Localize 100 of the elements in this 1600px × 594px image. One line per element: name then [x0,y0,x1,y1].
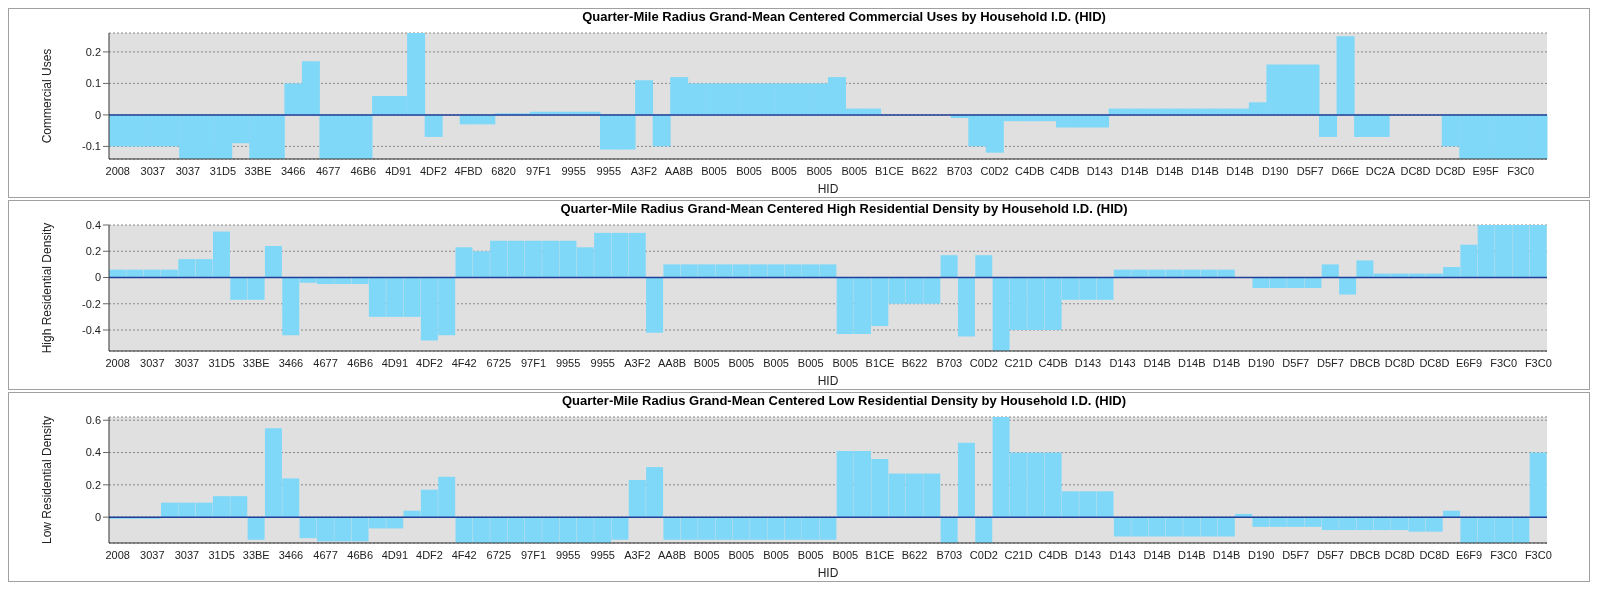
x-tick-label: DC8D [1419,356,1450,369]
x-tick-label: B622 [901,548,928,561]
chart-title: Quarter-Mile Radius Grand-Mean Centered Low Residential Density by Household I.D. (HID) [560,393,1128,409]
x-tick-label: B005 [693,356,720,369]
x-tick-label: B005 [841,164,868,177]
y-tick-label: -0.1 [82,140,101,153]
x-tick-label: 4F42 [451,356,477,369]
x-tick-label: B005 [771,164,798,177]
x-tick-label: 4DF2 [416,548,443,561]
x-tick-label: B005 [693,548,720,561]
x-tick-label: DC8D [1435,164,1466,177]
x-tick-label: B005 [736,164,762,177]
x-tick-label: 2008 [105,356,130,369]
x-tick-label: 4F42 [451,548,477,561]
x-tick-label: 9955 [555,356,581,369]
x-tick-label: AA8B [658,356,687,369]
x-tick-label: F3C0 [1524,356,1552,369]
x-tick-label: 4DF2 [419,164,447,177]
x-tick-label: D190 [1247,548,1275,561]
x-tick-label: D14B [1178,548,1206,561]
x-tick-label: E6F9 [1455,356,1483,369]
x-tick-label: B1CE [865,548,895,561]
x-tick-label: C4DB [1050,164,1080,177]
x-tick-label: 4DF2 [416,356,443,369]
chart-title: Quarter-Mile Radius Grand-Mean Centered Commercial Uses by Household I.D. (HID) [581,9,1107,25]
y-axis-title: Commercial Uses [40,48,55,144]
x-tick-label: C4DB [1038,356,1068,369]
x-tick-label: B005 [728,356,755,369]
chart-title: Quarter-Mile Radius Grand-Mean Centered High Residential Density by Household I.D. (HID) [559,201,1129,217]
x-tick-label: B703 [936,356,963,369]
x-tick-label: 46B6 [347,356,374,369]
x-axis-title: HID [817,566,839,580]
x-tick-label: D66E [1331,164,1360,177]
x-tick-label: 3466 [278,356,304,369]
y-tick-label: -0.2 [82,297,101,310]
y-tick-label: 0.1 [85,77,101,90]
x-tick-label: 33BE [244,164,272,177]
x-tick-label: C4DB [1038,548,1068,561]
x-tick-label: D143 [1109,548,1136,561]
x-tick-label: D143 [1086,164,1113,177]
x-tick-label: 46B6 [350,164,377,177]
x-tick-label: 3037 [174,548,200,561]
x-tick-label: 3466 [278,548,304,561]
x-tick-label: B1CE [875,164,904,177]
x-tick-label: A3F2 [630,164,658,177]
x-tick-label: AA8B [664,164,694,177]
x-tick-label: B703 [936,548,963,561]
y-tick-label: 0.2 [85,45,101,58]
x-tick-label: DC8D [1400,164,1431,177]
x-tick-label: D14B [1156,164,1184,177]
x-tick-label: B005 [797,548,824,561]
x-tick-label: D14B [1212,356,1241,369]
y-tick-label: 0.2 [85,478,101,491]
x-tick-label: 9955 [555,548,581,561]
y-tick-label: 0 [94,511,101,524]
x-tick-label: 4677 [313,356,338,369]
y-tick-label: 0.4 [85,218,101,231]
x-tick-label: B005 [728,548,755,561]
x-tick-label: A3F2 [624,356,651,369]
x-tick-label: 4677 [315,164,341,177]
x-tick-label: 3037 [140,164,166,177]
x-tick-label: B005 [806,164,833,177]
x-tick-label: B005 [763,356,789,369]
x-tick-label: 3466 [280,164,306,177]
x-tick-label: C4DB [1015,164,1045,177]
x-tick-label: 46B6 [347,548,374,561]
x-tick-label: D143 [1109,356,1136,369]
x-tick-label: 3037 [140,356,165,369]
x-tick-label: DBCB [1349,548,1381,561]
x-tick-label: B622 [911,164,938,177]
x-tick-label: B005 [763,548,789,561]
x-tick-label: DC8D [1419,548,1450,561]
x-tick-label: C21D [1004,356,1033,369]
x-tick-label: B1CE [865,356,895,369]
x-tick-label: D14B [1178,356,1206,369]
x-tick-label: D14B [1212,548,1241,561]
x-tick-label: 4677 [313,548,338,561]
x-tick-label: F3C0 [1524,548,1552,561]
x-tick-label: DC8D [1384,356,1415,369]
y-axis-title: Low Residential Density [40,415,55,545]
x-tick-label: C0D2 [969,356,998,369]
x-tick-label: 4D91 [385,164,412,177]
x-tick-label: 3037 [174,356,200,369]
x-tick-label: 6725 [486,356,512,369]
x-tick-label: D143 [1074,548,1102,561]
y-tick-label: 0.6 [85,414,101,427]
x-tick-label: B005 [832,356,859,369]
x-tick-label: 97F1 [526,164,552,177]
x-tick-label: 3037 [140,548,165,561]
x-tick-label: A3F2 [624,548,651,561]
x-tick-label: 6725 [486,548,512,561]
x-tick-label: 9955 [561,164,586,177]
x-tick-label: AA8B [658,548,687,561]
x-tick-label: 9955 [596,164,622,177]
x-tick-label: D5F7 [1316,548,1344,561]
y-axis-title: High Residential Density [40,222,55,354]
x-tick-label: B005 [797,356,824,369]
x-axis-title: HID [817,374,839,388]
x-tick-label: E95F [1472,164,1500,177]
x-tick-label: 97F1 [520,356,547,369]
